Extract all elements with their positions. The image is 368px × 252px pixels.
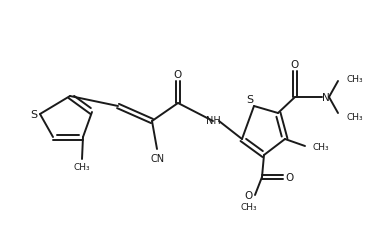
Text: N: N (322, 93, 330, 103)
Text: O: O (174, 70, 182, 80)
Text: CH₃: CH₃ (74, 163, 90, 172)
Text: CH₃: CH₃ (347, 112, 364, 121)
Text: O: O (286, 172, 294, 182)
Text: S: S (247, 94, 254, 105)
Text: O: O (245, 190, 253, 200)
Text: S: S (31, 110, 38, 119)
Text: NH: NH (206, 115, 220, 125)
Text: CH₃: CH₃ (241, 202, 257, 211)
Text: CH₃: CH₃ (347, 74, 364, 83)
Text: O: O (291, 60, 299, 70)
Text: CN: CN (151, 153, 165, 163)
Text: CH₃: CH₃ (313, 142, 330, 151)
